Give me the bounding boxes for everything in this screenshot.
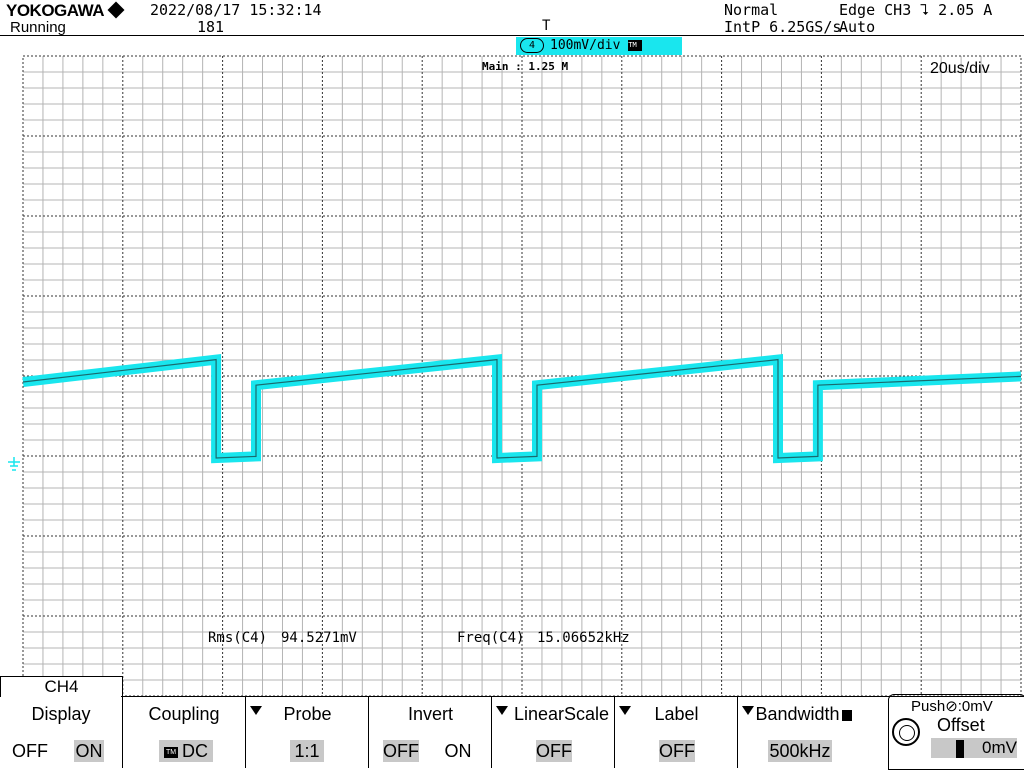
trigger-position-icon: T <box>542 18 551 34</box>
probe-softkey[interactable]: Probe 1:1 <box>245 696 369 768</box>
coupling-title: Coupling <box>148 704 220 724</box>
graticule <box>22 55 1022 697</box>
menu-divider <box>121 696 1024 697</box>
dropdown-triangle-icon <box>250 706 262 715</box>
waveform-trace-ch4 <box>22 353 1022 464</box>
zoom-label: Main : 1.25 M <box>482 60 569 73</box>
measure-label-rms: Rms(C4) <box>208 630 268 646</box>
brand-logo: YOKOGAWA <box>6 1 125 21</box>
dropdown-triangle-icon <box>619 706 631 715</box>
coupling-value: TM DC <box>159 740 213 762</box>
display-softkey[interactable]: Display OFF ON <box>0 696 122 768</box>
tm-icon: TM <box>164 746 178 758</box>
linear-scale-title: LinearScale <box>513 704 610 724</box>
brand-name: YOKOGAWA <box>6 1 105 20</box>
display-off-option[interactable]: OFF <box>12 741 48 761</box>
offset-push-label: Push⊘:0mV <box>911 698 993 715</box>
ground-marker-icon <box>8 457 20 471</box>
run-state: Running <box>10 19 66 36</box>
trigger-mode: Auto <box>839 18 876 36</box>
sample-rate: IntP 6.25GS/s <box>724 18 842 36</box>
offset-softkey[interactable]: Push⊘:0mV Offset 0mV <box>888 694 1024 770</box>
linear-scale-softkey[interactable]: LinearScale OFF <box>491 696 615 768</box>
acquisition-mode: Normal <box>724 1 779 19</box>
dropdown-triangle-icon <box>496 706 508 715</box>
invert-on-option[interactable]: ON <box>444 741 472 761</box>
linear-scale-value: OFF <box>536 740 572 762</box>
label-title: Label <box>654 704 699 724</box>
datetime: 2022/08/17 15:32:14 <box>150 1 322 19</box>
display-title: Display <box>31 704 91 724</box>
bandwidth-title: Bandwidth <box>750 704 861 725</box>
bandwidth-title-text: Bandwidth <box>755 704 840 724</box>
softkey-menu: Display OFF ON Coupling TM DC Probe 1:1 I… <box>0 694 1024 770</box>
bandwidth-tag-icon <box>841 709 852 721</box>
measure-label-freq: Freq(C4) <box>457 630 525 646</box>
invert-off-option[interactable]: OFF <box>383 740 419 762</box>
trigger-setting: Edge CH3 ⮧ 2.05 A <box>839 1 993 19</box>
measure-value-rms: 94.5271mV <box>281 630 357 646</box>
probe-title: Probe <box>283 704 332 724</box>
measure-value-freq: 15.06652kHz <box>537 630 630 646</box>
channel-scale: 100mV/div <box>550 38 621 53</box>
label-softkey[interactable]: Label OFF <box>614 696 738 768</box>
acquisition-count: 181 <box>197 18 225 36</box>
channel-tab[interactable]: CH4 <box>0 676 123 697</box>
offset-value: 0mV <box>982 738 1017 757</box>
invert-softkey[interactable]: Invert OFF ON <box>368 696 492 768</box>
bandwidth-value: 500kHz <box>768 740 832 762</box>
coupling-softkey[interactable]: Coupling TM DC <box>122 696 245 768</box>
channel-number: 4 <box>520 38 544 53</box>
header-divider <box>0 35 1024 36</box>
coupling-value-text: DC <box>182 741 208 761</box>
time-division: 20us/div <box>930 60 990 77</box>
channel-scale-badge[interactable]: 4 100mV/div TM <box>516 37 682 55</box>
display-on-option[interactable]: ON <box>74 740 104 762</box>
cursor-bar-icon <box>956 739 965 758</box>
invert-title: Invert <box>407 704 454 724</box>
probe-value: 1:1 <box>290 740 324 762</box>
label-value: OFF <box>659 740 695 762</box>
dropdown-triangle-icon <box>742 706 754 715</box>
offset-title: Offset <box>937 715 985 735</box>
waveform-line <box>22 358 1022 459</box>
bandwidth-softkey[interactable]: Bandwidth 500kHz <box>737 696 861 768</box>
offset-value-field[interactable]: 0mV <box>931 738 1017 758</box>
knob-icon <box>892 718 920 746</box>
tm-icon: TM <box>628 40 643 51</box>
